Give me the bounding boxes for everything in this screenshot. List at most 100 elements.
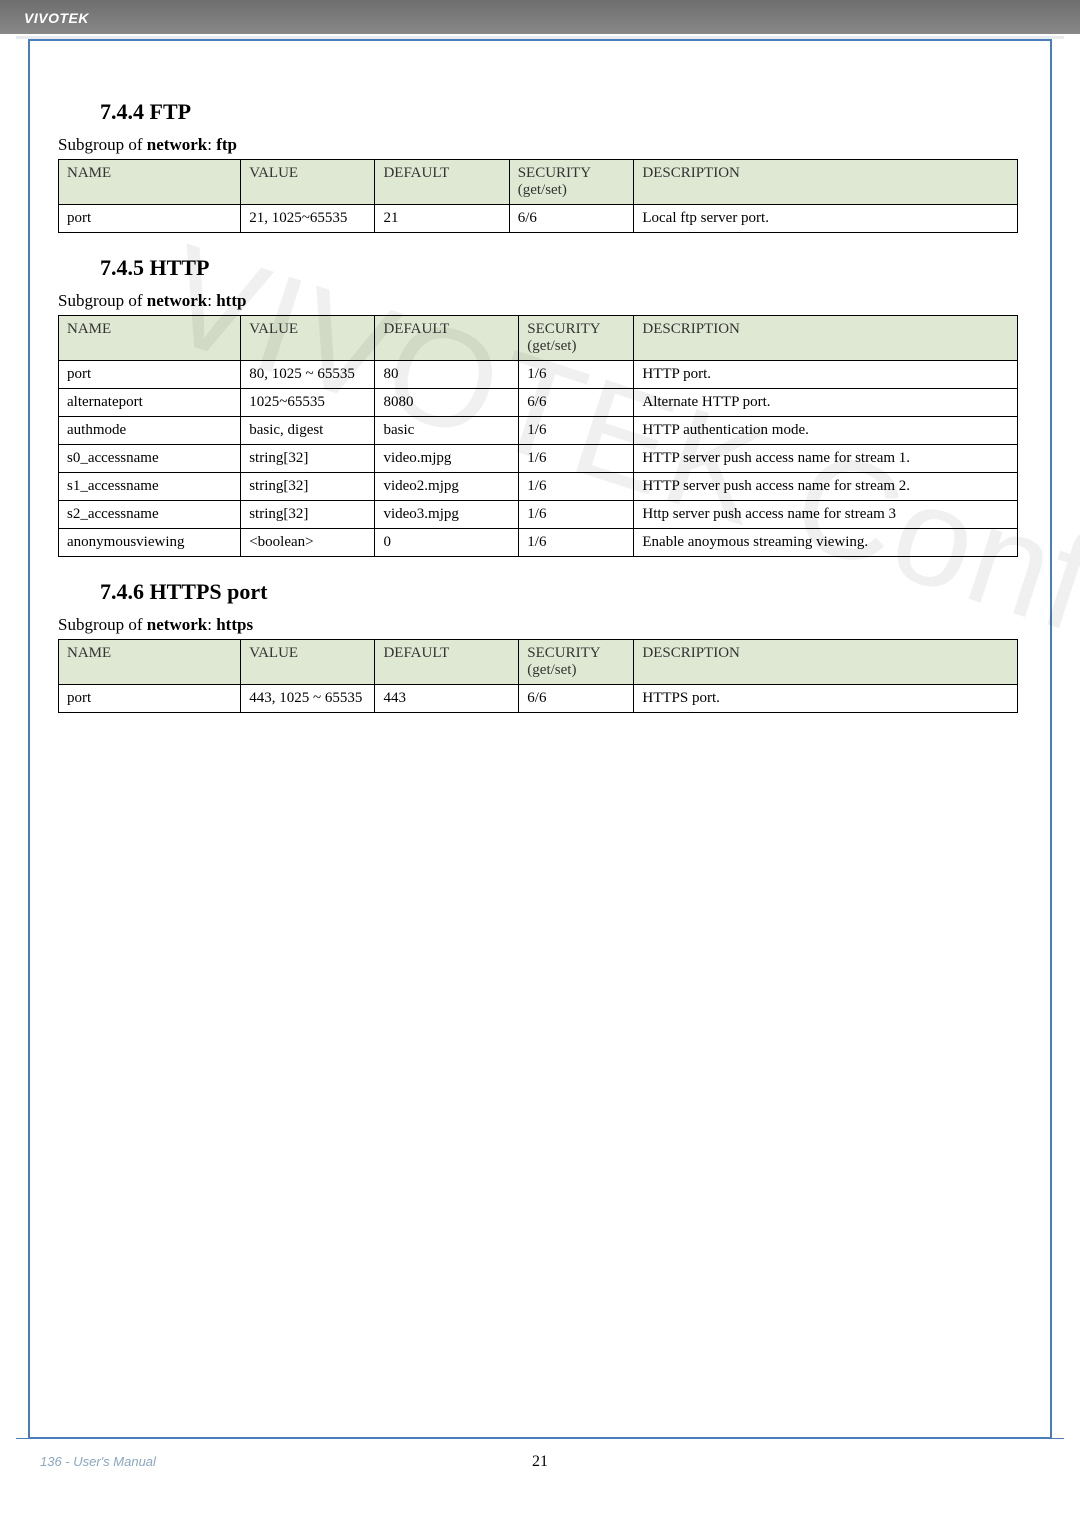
table-http: NAME VALUE DEFAULT SECURITY (get/set) DE… [58, 315, 1018, 557]
footer-left: 136 - User's Manual [40, 1454, 156, 1469]
cell-desc: HTTP authentication mode. [634, 417, 1018, 445]
cell-default: 443 [375, 685, 519, 713]
th-security: SECURITY (get/set) [509, 160, 634, 205]
th-name: NAME [59, 640, 241, 685]
cell-desc: Enable anoymous streaming viewing. [634, 529, 1018, 557]
cell-value: 443, 1025 ~ 65535 [241, 685, 375, 713]
caption-http-prefix: Subgroup of [58, 291, 147, 310]
cell-value: string[32] [241, 445, 375, 473]
th-security: SECURITY (get/set) [519, 316, 634, 361]
cell-name: anonymousviewing [59, 529, 241, 557]
caption-http: Subgroup of network: http [58, 291, 1018, 311]
cell-desc: HTTP port. [634, 361, 1018, 389]
cell-security: 1/6 [519, 501, 634, 529]
section-title-ftp: 7.4.4 FTP [100, 99, 1018, 125]
caption-ftp-mid: : [207, 135, 216, 154]
cell-desc: HTTP server push access name for stream … [634, 445, 1018, 473]
cell-name: alternateport [59, 389, 241, 417]
cell-name: port [59, 361, 241, 389]
cell-value: <boolean> [241, 529, 375, 557]
cell-default: video.mjpg [375, 445, 519, 473]
cell-value: 1025~65535 [241, 389, 375, 417]
table-header-row: NAME VALUE DEFAULT SECURITY (get/set) DE… [59, 160, 1018, 205]
cell-security: 6/6 [519, 685, 634, 713]
cell-security: 6/6 [519, 389, 634, 417]
cell-name: s0_accessname [59, 445, 241, 473]
table-ftp: NAME VALUE DEFAULT SECURITY (get/set) DE… [58, 159, 1018, 233]
table-row: authmode basic, digest basic 1/6 HTTP au… [59, 417, 1018, 445]
footer-rule [16, 1438, 1064, 1439]
th-default: DEFAULT [375, 160, 509, 205]
content-frame: VIVOTEK Confidential 7.4.4 FTP Subgroup … [28, 39, 1052, 1439]
cell-security: 1/6 [519, 529, 634, 557]
cell-desc: Http server push access name for stream … [634, 501, 1018, 529]
cell-default: 21 [375, 205, 509, 233]
th-security: SECURITY (get/set) [519, 640, 634, 685]
table-row: port 80, 1025 ~ 65535 80 1/6 HTTP port. [59, 361, 1018, 389]
th-value: VALUE [241, 316, 375, 361]
th-default: DEFAULT [375, 316, 519, 361]
th-description: DESCRIPTION [634, 640, 1018, 685]
th-description: DESCRIPTION [634, 160, 1018, 205]
cell-security: 6/6 [509, 205, 634, 233]
caption-http-b2: http [216, 291, 246, 310]
caption-http-b1: network [147, 291, 207, 310]
caption-ftp-b2: ftp [216, 135, 237, 154]
page-footer: 136 - User's Manual 21 [16, 1448, 1064, 1469]
cell-default: 80 [375, 361, 519, 389]
table-row: anonymousviewing <boolean> 0 1/6 Enable … [59, 529, 1018, 557]
caption-https-prefix: Subgroup of [58, 615, 147, 634]
cell-name: s2_accessname [59, 501, 241, 529]
cell-default: video2.mjpg [375, 473, 519, 501]
th-value: VALUE [241, 640, 375, 685]
caption-ftp-prefix: Subgroup of [58, 135, 147, 154]
cell-value: 80, 1025 ~ 65535 [241, 361, 375, 389]
caption-https-b2: https [216, 615, 253, 634]
table-row: port 21, 1025~65535 21 6/6 Local ftp ser… [59, 205, 1018, 233]
cell-desc: HTTP server push access name for stream … [634, 473, 1018, 501]
caption-https: Subgroup of network: https [58, 615, 1018, 635]
th-name: NAME [59, 316, 241, 361]
cell-name: s1_accessname [59, 473, 241, 501]
brand-text: VIVOTEK [24, 10, 89, 26]
cell-default: video3.mjpg [375, 501, 519, 529]
cell-default: 8080 [375, 389, 519, 417]
table-row: s0_accessname string[32] video.mjpg 1/6 … [59, 445, 1018, 473]
th-value: VALUE [241, 160, 375, 205]
cell-security: 1/6 [519, 473, 634, 501]
caption-https-mid: : [207, 615, 216, 634]
cell-desc: Local ftp server port. [634, 205, 1018, 233]
cell-security: 1/6 [519, 361, 634, 389]
cell-value: basic, digest [241, 417, 375, 445]
cell-security: 1/6 [519, 445, 634, 473]
caption-ftp: Subgroup of network: ftp [58, 135, 1018, 155]
cell-value: 21, 1025~65535 [241, 205, 375, 233]
content-inner: 7.4.4 FTP Subgroup of network: ftp NAME … [30, 41, 1050, 755]
table-header-row: NAME VALUE DEFAULT SECURITY (get/set) DE… [59, 640, 1018, 685]
table-row: s1_accessname string[32] video2.mjpg 1/6… [59, 473, 1018, 501]
cell-value: string[32] [241, 473, 375, 501]
section-title-http: 7.4.5 HTTP [100, 255, 1018, 281]
cell-default: basic [375, 417, 519, 445]
table-row: alternateport 1025~65535 8080 6/6 Altern… [59, 389, 1018, 417]
table-row: port 443, 1025 ~ 65535 443 6/6 HTTPS por… [59, 685, 1018, 713]
table-https: NAME VALUE DEFAULT SECURITY (get/set) DE… [58, 639, 1018, 713]
page-header: VIVOTEK [0, 0, 1080, 34]
cell-name: port [59, 205, 241, 233]
footer-page-number: 21 [532, 1453, 548, 1471]
cell-value: string[32] [241, 501, 375, 529]
table-header-row: NAME VALUE DEFAULT SECURITY (get/set) DE… [59, 316, 1018, 361]
section-title-https: 7.4.6 HTTPS port [100, 579, 1018, 605]
cell-security: 1/6 [519, 417, 634, 445]
cell-name: port [59, 685, 241, 713]
table-row: s2_accessname string[32] video3.mjpg 1/6… [59, 501, 1018, 529]
caption-ftp-b1: network [147, 135, 207, 154]
cell-desc: Alternate HTTP port. [634, 389, 1018, 417]
th-description: DESCRIPTION [634, 316, 1018, 361]
caption-http-mid: : [207, 291, 216, 310]
cell-name: authmode [59, 417, 241, 445]
cell-default: 0 [375, 529, 519, 557]
th-name: NAME [59, 160, 241, 205]
th-default: DEFAULT [375, 640, 519, 685]
cell-desc: HTTPS port. [634, 685, 1018, 713]
